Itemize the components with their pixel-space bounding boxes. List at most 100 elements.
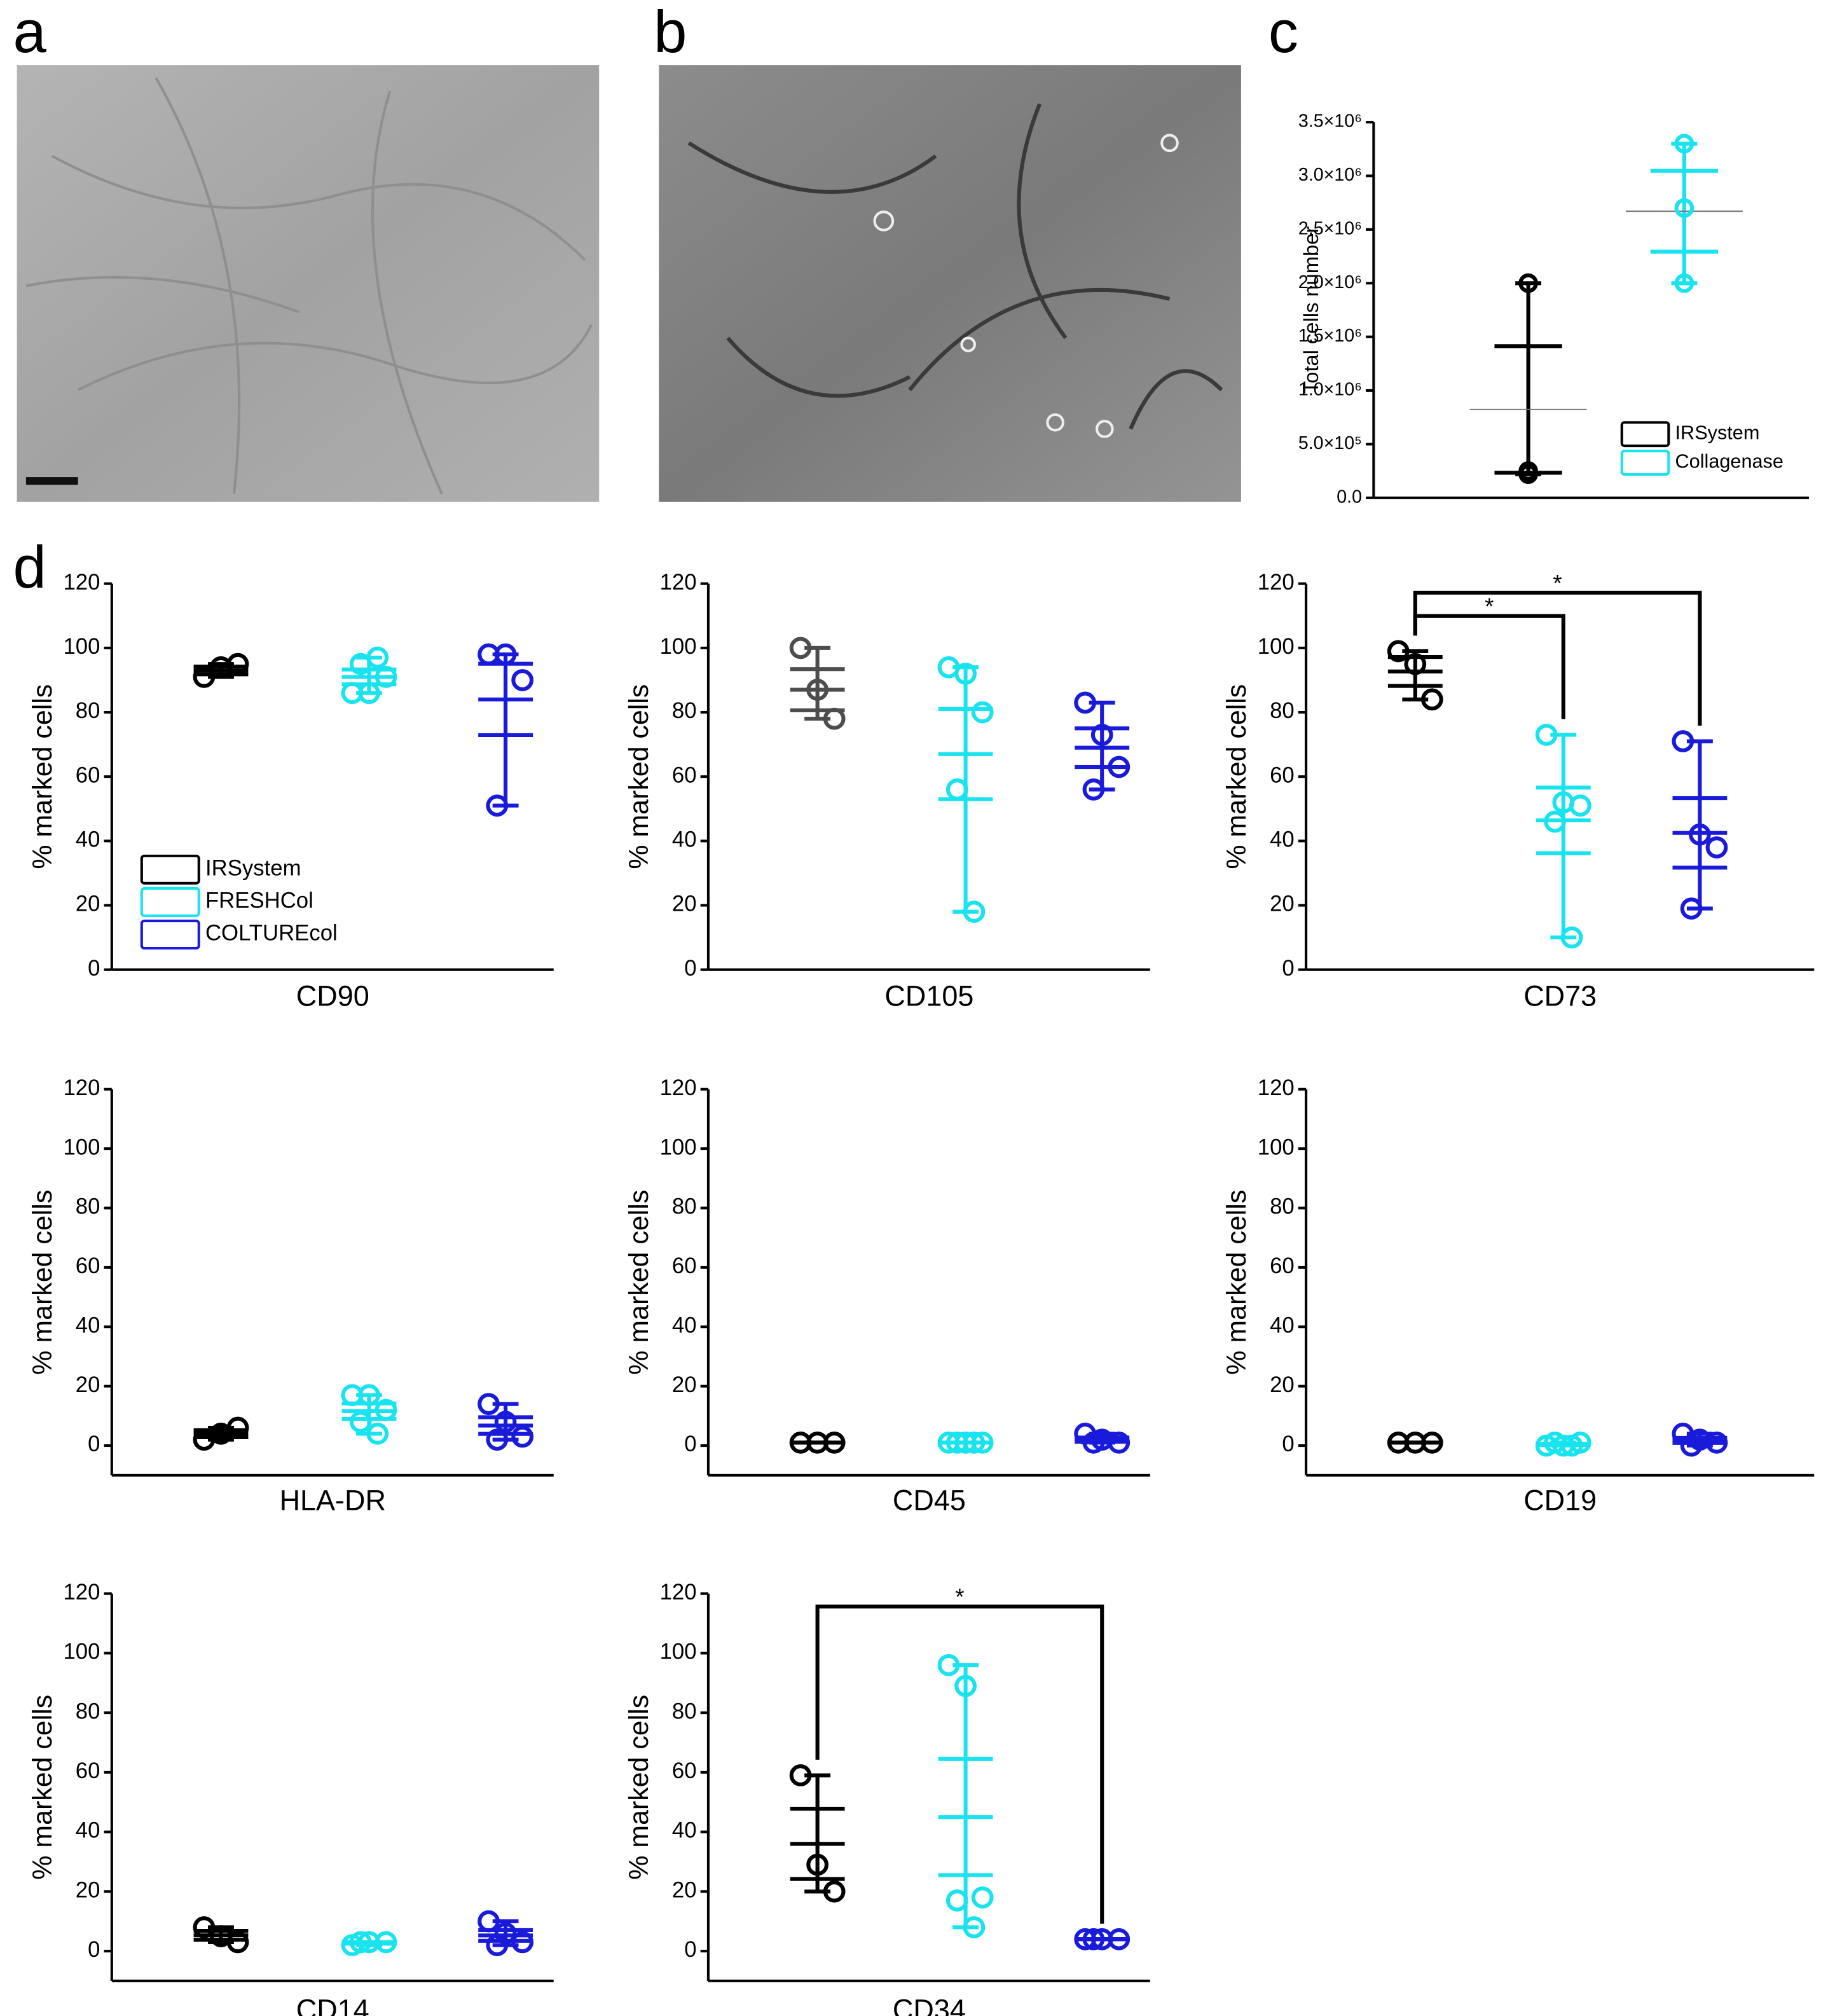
y-tick-label: 1.0×10⁶ <box>1298 380 1362 400</box>
y-tick-label: 80 <box>672 1699 697 1723</box>
y-tick-label: 80 <box>672 699 697 723</box>
y-tick-label: 40 <box>1270 828 1295 852</box>
data-point <box>511 1425 534 1448</box>
data-point <box>349 1411 372 1433</box>
y-tick-label: 60 <box>76 763 100 787</box>
data-point <box>937 1654 960 1676</box>
y-tick-label: 0 <box>684 1938 696 1962</box>
y-tick-label: 80 <box>76 1699 100 1723</box>
data-point <box>486 1428 509 1451</box>
data-point <box>486 794 509 817</box>
data-point <box>1074 691 1097 714</box>
data-point <box>358 682 380 705</box>
y-axis-label: % marked cells <box>1221 684 1252 869</box>
data-point <box>1674 134 1694 154</box>
y-tick-label: 120 <box>1258 1076 1295 1100</box>
significance-bracket <box>1413 614 1565 719</box>
data-point <box>1705 836 1728 859</box>
data-point <box>1535 724 1558 746</box>
data-point <box>1518 461 1538 481</box>
data-point <box>349 1931 372 1954</box>
data-point <box>1680 897 1703 920</box>
data-point <box>1518 273 1538 293</box>
data-point <box>1082 1432 1105 1454</box>
data-point <box>1108 1928 1131 1950</box>
data-point <box>478 1910 500 1933</box>
y-tick-label: 120 <box>63 1580 100 1605</box>
legend-label: COLTUREcol <box>205 922 338 946</box>
y-tick-label: 100 <box>63 1135 100 1159</box>
data-point <box>1108 1432 1131 1454</box>
data-point <box>375 1931 397 1954</box>
y-tick-label: 3.5×10⁶ <box>1298 111 1362 132</box>
significance-label: * <box>1485 593 1494 619</box>
legend-swatch <box>140 920 200 950</box>
data-point <box>823 1432 846 1454</box>
data-point <box>1705 1432 1728 1454</box>
data-point <box>1680 1434 1703 1457</box>
panel-label: d <box>13 534 46 600</box>
data-point <box>1420 1432 1443 1454</box>
y-tick-label: 100 <box>660 1135 697 1159</box>
scale-bar <box>25 477 78 485</box>
micrograph-b <box>659 65 1241 502</box>
y-tick-label: 100 <box>1258 1135 1295 1159</box>
y-tick-label: 40 <box>76 1819 100 1843</box>
y-tick-label: 100 <box>660 635 697 659</box>
y-tick-label: 2.0×10⁶ <box>1298 272 1362 293</box>
y-tick-label: 100 <box>63 635 100 659</box>
data-point <box>358 1384 380 1407</box>
data-point <box>963 1432 986 1454</box>
y-tick-label: 40 <box>1270 1313 1295 1337</box>
data-point <box>945 1889 968 1912</box>
data-point <box>226 652 249 675</box>
data-point <box>806 679 828 701</box>
y-tick-label: 0 <box>88 1938 100 1962</box>
data-point <box>1672 730 1694 752</box>
y-axis-label: % marked cells <box>624 684 654 869</box>
data-point <box>954 662 977 685</box>
y-axis-label: % marked cells <box>1221 1190 1252 1375</box>
data-point <box>1108 756 1131 778</box>
data-point <box>963 1916 986 1938</box>
y-axis-label: % marked cells <box>27 1695 58 1880</box>
data-point <box>789 1764 812 1786</box>
x-axis-label: CD34 <box>893 1994 966 2016</box>
y-tick-label: 60 <box>672 1254 697 1278</box>
panel-label: a <box>13 0 46 65</box>
y-tick-label: 20 <box>76 1373 100 1397</box>
x-axis-label: CD19 <box>1523 1484 1597 1517</box>
y-tick-label: 80 <box>1270 699 1295 723</box>
y-tick-label: 120 <box>660 570 697 595</box>
y-tick-label: 20 <box>76 892 100 916</box>
y-tick-label: 20 <box>1270 1373 1295 1397</box>
panel-label: c <box>1268 0 1298 65</box>
y-tick-label: 40 <box>76 828 100 852</box>
data-point <box>511 669 534 691</box>
data-point <box>1689 823 1711 846</box>
data-point <box>511 1931 534 1954</box>
data-point <box>193 1916 216 1938</box>
data-point <box>823 1880 846 1903</box>
y-tick-label: 0 <box>684 956 696 981</box>
y-axis-label: % marked cells <box>27 1190 58 1375</box>
legend-swatch <box>140 854 200 885</box>
x-axis-label: CD14 <box>296 1994 369 2016</box>
significance-label: * <box>1553 570 1562 596</box>
legend-label: IRSystem <box>1675 422 1760 444</box>
x-axis-label: CD45 <box>893 1484 966 1517</box>
panel-label: b <box>654 0 687 65</box>
y-tick-label: 2.5×10⁶ <box>1298 218 1362 238</box>
y-tick-label: 40 <box>76 1313 100 1337</box>
x-axis-label: CD90 <box>296 980 369 1012</box>
data-point <box>806 1853 828 1876</box>
data-point <box>789 637 812 659</box>
legend-swatch <box>1620 450 1670 476</box>
y-tick-label: 60 <box>76 1759 100 1783</box>
y-tick-label: 40 <box>672 1819 697 1843</box>
y-tick-label: 20 <box>672 892 697 916</box>
significance-bracket <box>815 1605 1104 1924</box>
data-point <box>1082 1928 1105 1950</box>
cell-highlights-b <box>873 134 1179 438</box>
